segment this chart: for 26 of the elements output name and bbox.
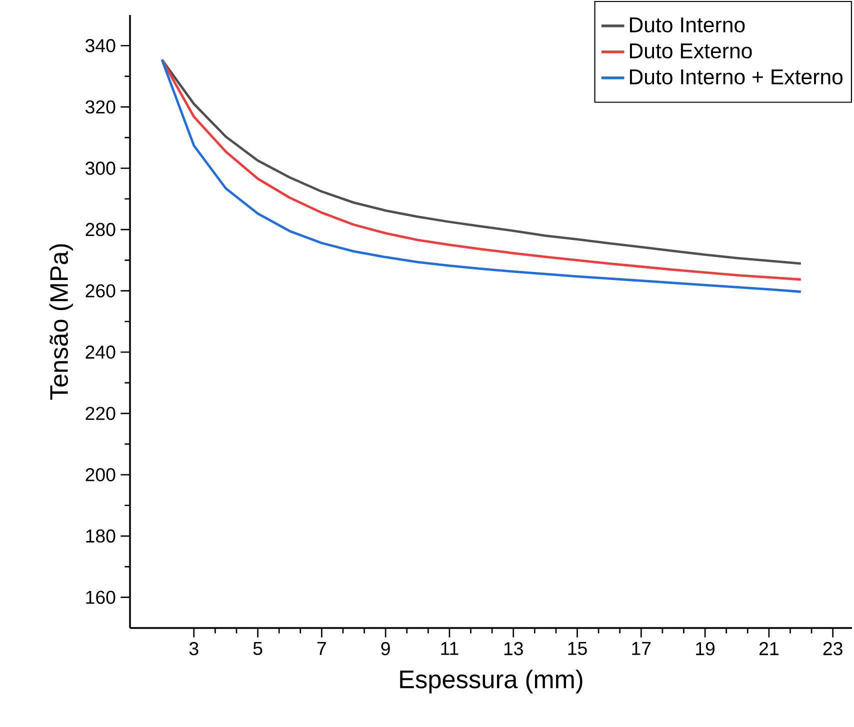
y-tick-label: 260	[86, 284, 116, 298]
x-tick-label: 3	[189, 642, 198, 656]
x-tick-label: 13	[504, 642, 523, 656]
y-tick-label: 200	[86, 468, 116, 482]
y-tick-label: 300	[86, 162, 116, 175]
y-tick-label: 240	[86, 346, 116, 359]
x-tick-label: 9	[381, 642, 390, 656]
x-tick-label: 15	[568, 642, 587, 656]
y-axis-title: Tensão (MPa)	[49, 244, 73, 400]
y-tick-label: 340	[86, 39, 116, 52]
x-tick-label: 19	[696, 642, 715, 656]
x-tick-label: 11	[441, 642, 458, 655]
legend-label: Duto Interno	[630, 18, 745, 32]
y-tick-label: 220	[86, 406, 116, 420]
x-tick-label: 7	[317, 642, 326, 655]
x-tick-label: 5	[253, 642, 262, 656]
x-tick-label: 17	[632, 642, 651, 655]
y-tick-label: 280	[86, 222, 116, 236]
x-tick-label: 21	[759, 642, 778, 656]
x-axis-title: Espessura (mm)	[400, 670, 582, 694]
legend-label: Duto Interno + Externo	[630, 70, 843, 84]
y-tick-label: 160	[86, 590, 116, 604]
legend-label: Duto Externo	[630, 44, 752, 58]
x-tick-label: 23	[823, 642, 842, 656]
y-tick-label: 180	[86, 529, 116, 543]
y-tick-label: 320	[86, 100, 116, 114]
